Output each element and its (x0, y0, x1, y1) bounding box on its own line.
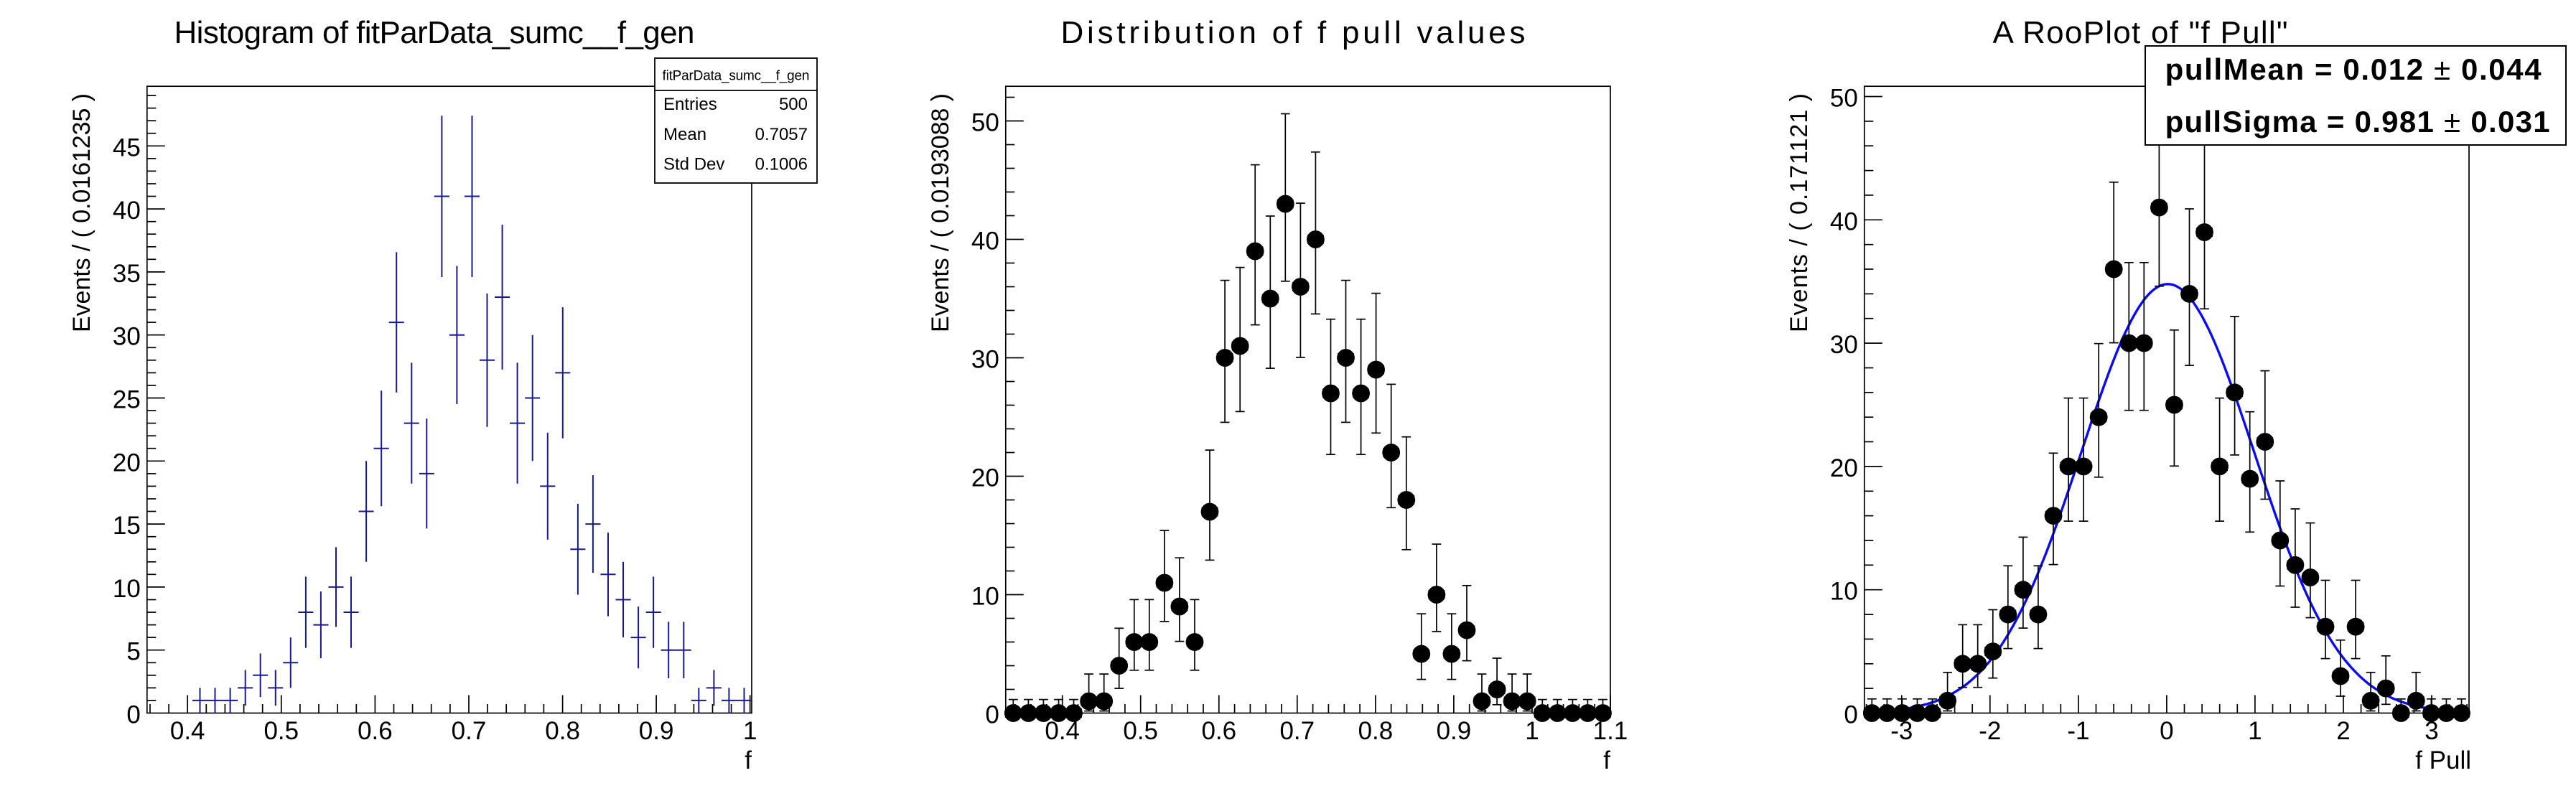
svg-text:A RooPlot of "f Pull": A RooPlot of "f Pull" (1993, 15, 2288, 50)
svg-text:0.6: 0.6 (1201, 717, 1236, 745)
svg-text:f Pull: f Pull (2415, 746, 2471, 774)
svg-text:50: 50 (971, 109, 999, 137)
svg-text:0.7057: 0.7057 (755, 125, 808, 144)
svg-text:1: 1 (743, 717, 757, 745)
svg-text:30: 30 (113, 323, 141, 351)
svg-text:0.5: 0.5 (1123, 717, 1158, 745)
svg-text:Events / ( 0.0161235 ): Events / ( 0.0161235 ) (68, 93, 95, 332)
svg-text:10: 10 (1830, 578, 1858, 606)
svg-text:3: 3 (2425, 717, 2438, 745)
svg-text:25: 25 (113, 386, 141, 414)
svg-text:pullSigma = 0.981 ± 0.031: pullSigma = 0.981 ± 0.031 (2165, 105, 2550, 139)
svg-text:Events / ( 0.171121 ): Events / ( 0.171121 ) (1786, 93, 1813, 332)
svg-text:10: 10 (113, 575, 141, 603)
svg-text:Events / ( 0.0193088 ): Events / ( 0.0193088 ) (927, 93, 954, 332)
svg-text:0.5: 0.5 (263, 717, 299, 745)
svg-text:Std Dev: Std Dev (663, 155, 724, 174)
svg-text:40: 40 (971, 228, 999, 256)
svg-text:30: 30 (971, 346, 999, 374)
svg-text:35: 35 (113, 260, 141, 288)
svg-text:0.1006: 0.1006 (755, 155, 808, 174)
svg-text:20: 20 (113, 449, 141, 477)
svg-text:0.4: 0.4 (170, 717, 205, 745)
svg-text:-2: -2 (1979, 717, 2001, 745)
svg-text:0.7: 0.7 (1279, 717, 1315, 745)
svg-text:40: 40 (113, 197, 141, 225)
svg-text:Mean: Mean (663, 125, 706, 144)
svg-text:f: f (1603, 746, 1610, 774)
svg-text:-1: -1 (2067, 717, 2089, 745)
svg-text:0.8: 0.8 (545, 717, 580, 745)
svg-text:15: 15 (113, 512, 141, 540)
svg-text:f: f (745, 746, 752, 774)
svg-text:0.9: 0.9 (639, 717, 674, 745)
svg-text:0.8: 0.8 (1358, 717, 1394, 745)
svg-text:500: 500 (779, 95, 808, 114)
svg-text:Histogram of fitParData_sumc__: Histogram of fitParData_sumc__f_gen (174, 15, 695, 50)
svg-text:0: 0 (2160, 717, 2173, 745)
svg-text:pullMean = 0.012 ± 0.044: pullMean = 0.012 ± 0.044 (2165, 52, 2542, 86)
svg-text:20: 20 (1830, 454, 1858, 482)
svg-text:0: 0 (126, 701, 140, 729)
svg-text:1: 1 (2248, 717, 2262, 745)
svg-text:0: 0 (1844, 701, 1857, 729)
svg-text:fitParData_sumc__f_gen: fitParData_sumc__f_gen (663, 69, 810, 84)
svg-text:20: 20 (971, 464, 999, 492)
svg-text:5: 5 (126, 638, 140, 666)
svg-text:Distribution of f pull values: Distribution of f pull values (1061, 15, 1526, 50)
svg-text:0.7: 0.7 (452, 717, 487, 745)
svg-text:1.1: 1.1 (1593, 717, 1628, 745)
svg-text:2: 2 (2336, 717, 2350, 745)
svg-text:0.9: 0.9 (1437, 717, 1472, 745)
svg-text:1: 1 (1525, 717, 1539, 745)
svg-text:30: 30 (1830, 331, 1858, 359)
svg-text:0.6: 0.6 (358, 717, 393, 745)
svg-text:45: 45 (113, 134, 141, 161)
svg-text:0: 0 (985, 701, 999, 729)
svg-text:Entries: Entries (663, 95, 717, 114)
svg-text:10: 10 (971, 583, 999, 611)
svg-text:50: 50 (1830, 85, 1858, 113)
svg-text:40: 40 (1830, 207, 1858, 235)
